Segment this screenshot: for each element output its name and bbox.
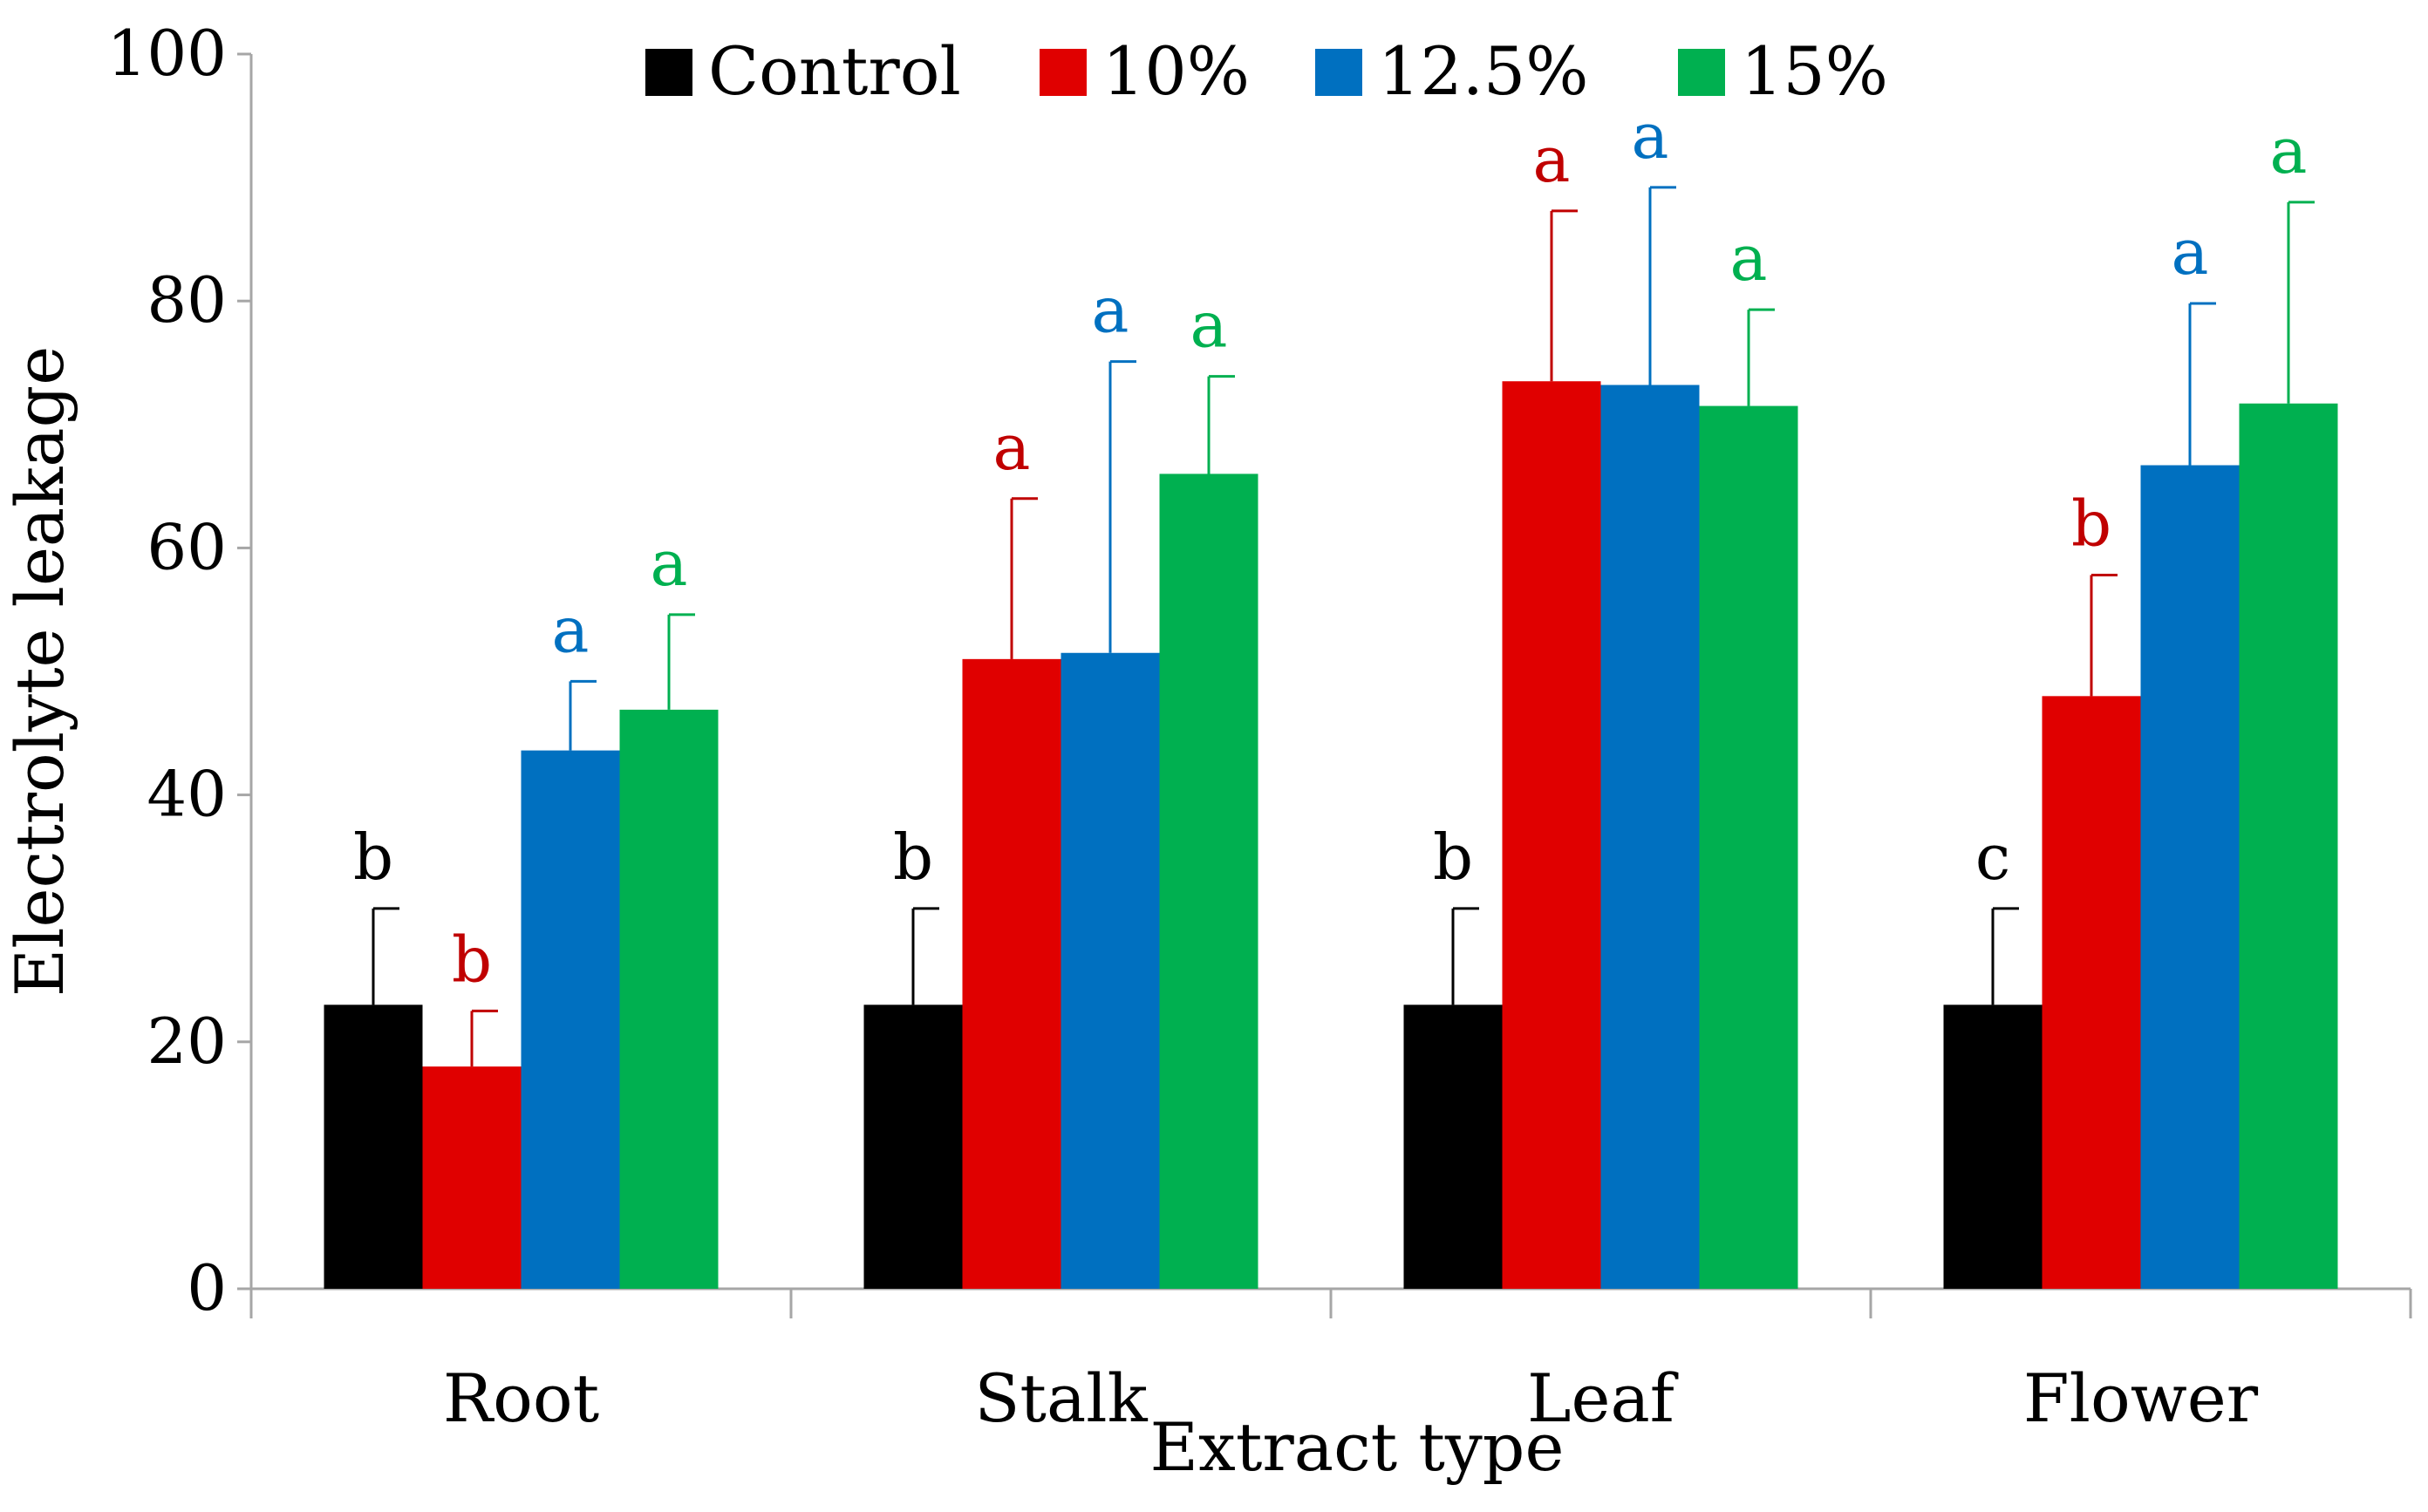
sig-letter-leaf-series-2: a — [1632, 99, 1669, 173]
sig-letter-flower-series-0: c — [1975, 821, 2010, 894]
sig-letter-root-series-1: b — [452, 923, 492, 996]
bar-root-series-0 — [324, 1005, 423, 1289]
sig-letter-flower-series-2: a — [2172, 215, 2209, 289]
bar-flower-series-0 — [1943, 1005, 2043, 1289]
y-axis-title: Electrolyte leakage — [1, 346, 78, 997]
y-tick-label-2: 40 — [147, 758, 227, 831]
bar-stalk-series-0 — [863, 1005, 963, 1289]
legend-label-3: 15% — [1741, 32, 1888, 110]
y-tick-label-0: 0 — [187, 1251, 227, 1325]
bars — [324, 381, 2338, 1289]
y-ticks: 0 20 40 60 80 100 — [107, 17, 251, 1325]
bar-stalk-series-3 — [1159, 473, 1258, 1289]
bar-root-series-2 — [521, 750, 620, 1289]
bar-leaf-series-2 — [1600, 385, 1700, 1289]
y-axis: 0 20 40 60 80 100 — [107, 17, 253, 1325]
bar-flower-series-2 — [2140, 465, 2240, 1289]
sig-letter-stalk-series-0: b — [893, 821, 933, 894]
sig-letter-root-series-3: a — [651, 527, 688, 600]
y-tick-label-1: 20 — [147, 1005, 227, 1078]
sig-letter-flower-series-1: b — [2071, 487, 2111, 561]
bar-leaf-series-0 — [1403, 1005, 1503, 1289]
legend-label-1: 10% — [1102, 32, 1250, 110]
sig-letter-stalk-series-3: a — [1190, 289, 1228, 362]
bar-stalk-series-1 — [962, 658, 1061, 1289]
legend-swatch-0 — [645, 49, 692, 96]
y-tick-label-5: 100 — [107, 17, 227, 90]
y-tick-label-3: 60 — [147, 510, 227, 583]
error-bars — [372, 186, 2315, 1067]
legend: Control 10% 12.5% 15% — [645, 32, 1888, 110]
y-tick-label-4: 80 — [147, 263, 227, 337]
sig-letter-stalk-series-1: a — [993, 411, 1031, 484]
x-ticks: Root Stalk Leaf Flower — [249, 1289, 2412, 1437]
sig-letter-root-series-2: a — [552, 593, 590, 666]
x-axis: Root Stalk Leaf Flower — [249, 1287, 2412, 1437]
sig-letter-root-series-0: b — [353, 821, 393, 894]
sig-letter-flower-series-3: a — [2270, 114, 2308, 187]
bar-leaf-series-1 — [1502, 381, 1601, 1289]
bar-root-series-3 — [619, 709, 719, 1289]
category-label-flower: Flower — [2023, 1359, 2259, 1437]
category-label-leaf: Leaf — [1527, 1359, 1679, 1437]
bar-flower-series-1 — [2042, 696, 2141, 1289]
category-label-stalk: Stalk — [974, 1359, 1148, 1437]
legend-swatch-1 — [1040, 49, 1087, 96]
sig-letter-leaf-series-1: a — [1533, 123, 1571, 196]
legend-swatch-2 — [1315, 49, 1362, 96]
legend-label-2: 12.5% — [1378, 32, 1588, 110]
bar-leaf-series-3 — [1699, 405, 1798, 1289]
bar-flower-series-3 — [2239, 403, 2338, 1289]
x-axis-title: Extract type — [1150, 1408, 1565, 1486]
legend-label-0: Control — [708, 32, 961, 110]
sig-letter-stalk-series-2: a — [1092, 274, 1129, 347]
legend-swatch-3 — [1678, 49, 1725, 96]
sig-letter-leaf-series-0: b — [1433, 821, 1473, 894]
bar-root-series-1 — [422, 1066, 522, 1289]
bar-stalk-series-2 — [1061, 652, 1160, 1289]
category-label-root: Root — [443, 1359, 599, 1437]
sig-letter-leaf-series-3: a — [1730, 221, 1768, 295]
